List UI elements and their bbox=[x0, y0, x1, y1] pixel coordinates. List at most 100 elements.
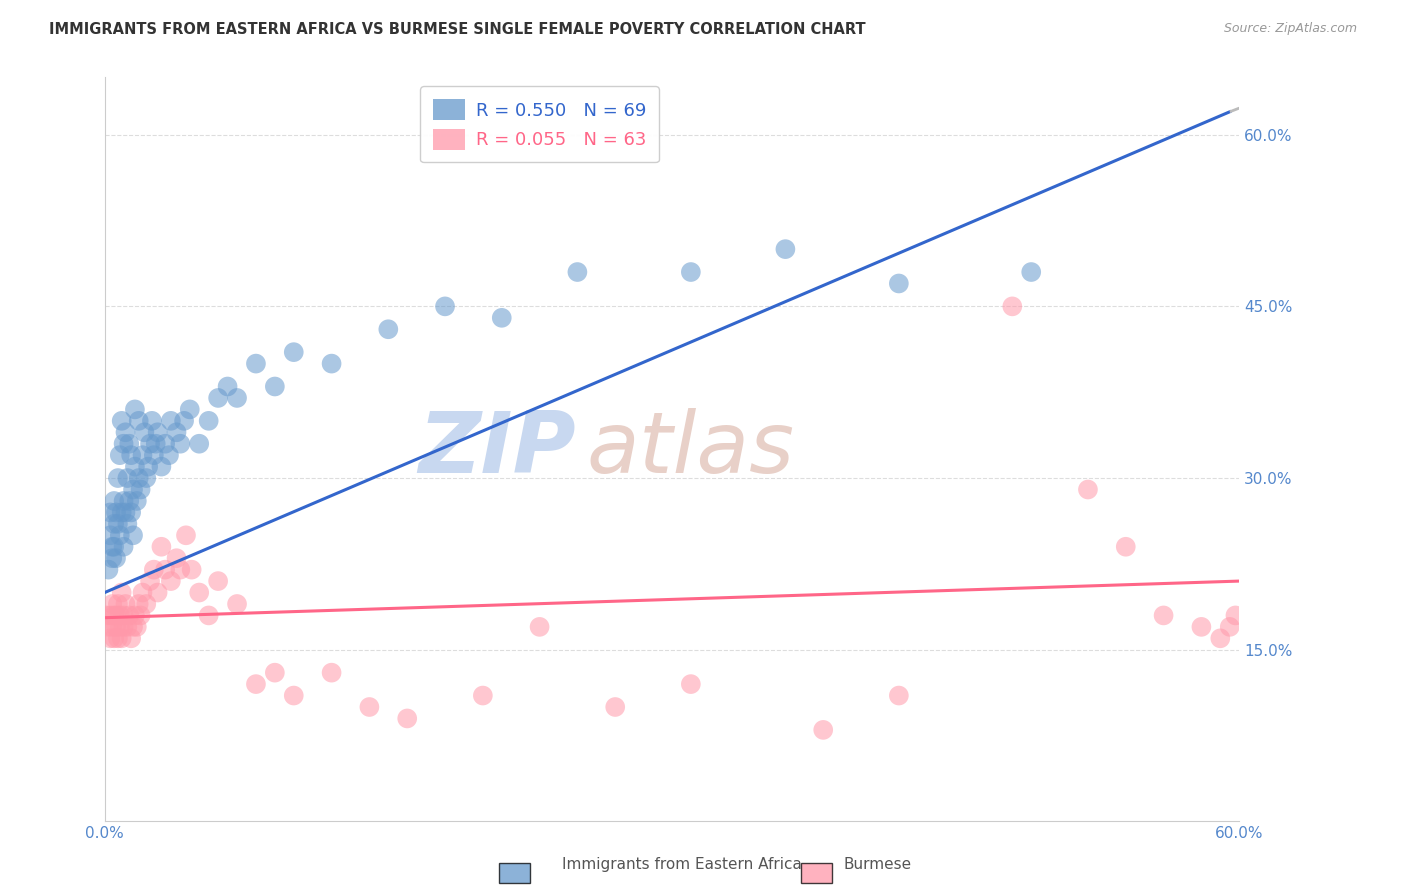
Point bbox=[111, 585, 134, 599]
Point bbox=[101, 551, 124, 566]
Point bbox=[125, 494, 148, 508]
Point bbox=[105, 608, 128, 623]
Point bbox=[117, 516, 139, 531]
Point bbox=[197, 414, 219, 428]
Point bbox=[128, 471, 150, 485]
Point bbox=[114, 505, 136, 519]
Text: Source: ZipAtlas.com: Source: ZipAtlas.com bbox=[1223, 22, 1357, 36]
Point bbox=[169, 563, 191, 577]
Point bbox=[245, 677, 267, 691]
Point bbox=[122, 620, 145, 634]
Point bbox=[97, 620, 120, 634]
Point bbox=[188, 436, 211, 450]
Point bbox=[146, 425, 169, 440]
Point bbox=[567, 265, 589, 279]
Point bbox=[120, 505, 142, 519]
Point bbox=[129, 608, 152, 623]
Point bbox=[166, 551, 188, 566]
Point bbox=[120, 632, 142, 646]
Point bbox=[128, 597, 150, 611]
Point bbox=[112, 608, 135, 623]
Point bbox=[111, 414, 134, 428]
Point bbox=[396, 711, 419, 725]
Point bbox=[124, 459, 146, 474]
Point bbox=[1219, 620, 1241, 634]
Point bbox=[135, 471, 157, 485]
Point bbox=[135, 597, 157, 611]
Point bbox=[1019, 265, 1042, 279]
Point bbox=[136, 459, 159, 474]
Point bbox=[120, 448, 142, 462]
Point bbox=[96, 608, 118, 623]
Point bbox=[105, 620, 128, 634]
Point bbox=[122, 528, 145, 542]
Point bbox=[112, 540, 135, 554]
Point bbox=[179, 402, 201, 417]
Point bbox=[887, 689, 910, 703]
Point bbox=[101, 620, 124, 634]
Point bbox=[103, 632, 125, 646]
Point bbox=[111, 505, 134, 519]
Point bbox=[1209, 632, 1232, 646]
Point bbox=[98, 632, 121, 646]
Point bbox=[108, 620, 131, 634]
Point bbox=[142, 448, 165, 462]
Point bbox=[131, 585, 153, 599]
Point bbox=[605, 700, 627, 714]
Point bbox=[283, 345, 305, 359]
Point bbox=[283, 689, 305, 703]
Point bbox=[263, 665, 285, 680]
Point bbox=[98, 528, 121, 542]
Point bbox=[112, 436, 135, 450]
Point bbox=[529, 620, 551, 634]
Point bbox=[108, 608, 131, 623]
Point bbox=[160, 414, 183, 428]
Point bbox=[166, 425, 188, 440]
Point bbox=[157, 448, 180, 462]
Text: atlas: atlas bbox=[586, 408, 794, 491]
Point bbox=[108, 448, 131, 462]
Point bbox=[107, 516, 129, 531]
Point bbox=[245, 357, 267, 371]
Point bbox=[107, 632, 129, 646]
Point bbox=[118, 494, 141, 508]
Point bbox=[145, 436, 167, 450]
Point bbox=[153, 436, 176, 450]
Legend: R = 0.550   N = 69, R = 0.055   N = 63: R = 0.550 N = 69, R = 0.055 N = 63 bbox=[420, 87, 659, 162]
Point bbox=[107, 597, 129, 611]
Point bbox=[377, 322, 399, 336]
Point bbox=[112, 620, 135, 634]
Point bbox=[129, 483, 152, 497]
Point bbox=[679, 265, 702, 279]
Point bbox=[103, 516, 125, 531]
Point bbox=[139, 436, 162, 450]
Point bbox=[153, 563, 176, 577]
Point bbox=[359, 700, 381, 714]
Point bbox=[146, 585, 169, 599]
Point bbox=[1189, 620, 1212, 634]
Point bbox=[139, 574, 162, 588]
Point bbox=[111, 632, 134, 646]
Point bbox=[128, 414, 150, 428]
Point bbox=[1225, 608, 1247, 623]
Point bbox=[1001, 299, 1024, 313]
Point bbox=[142, 563, 165, 577]
Point bbox=[118, 608, 141, 623]
Point bbox=[491, 310, 513, 325]
Point bbox=[105, 505, 128, 519]
Point bbox=[174, 528, 197, 542]
Point bbox=[180, 563, 202, 577]
Point bbox=[1077, 483, 1099, 497]
Point bbox=[134, 425, 156, 440]
Point bbox=[813, 723, 835, 737]
Point bbox=[1115, 540, 1137, 554]
Point bbox=[169, 436, 191, 450]
Point bbox=[150, 459, 173, 474]
Point bbox=[125, 620, 148, 634]
Point bbox=[124, 402, 146, 417]
Text: IMMIGRANTS FROM EASTERN AFRICA VS BURMESE SINGLE FEMALE POVERTY CORRELATION CHAR: IMMIGRANTS FROM EASTERN AFRICA VS BURMES… bbox=[49, 22, 866, 37]
Point bbox=[98, 608, 121, 623]
Point bbox=[150, 540, 173, 554]
Point bbox=[434, 299, 457, 313]
Text: ZIP: ZIP bbox=[418, 408, 575, 491]
